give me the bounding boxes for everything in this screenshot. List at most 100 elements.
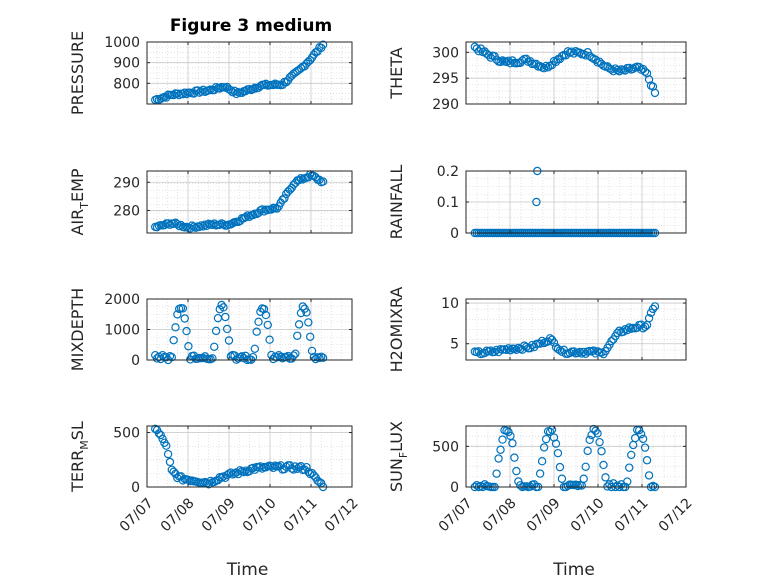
data-point [267,205,276,214]
y-tick-label: 0 [450,480,459,496]
y-tick-label: 280 [113,203,140,219]
data-point [486,53,495,62]
y-tick-label: 5 [450,337,459,353]
data-point [510,453,519,462]
data-point [163,449,173,459]
y-label-main: MIXDEPTH [68,288,87,371]
data-point [202,221,212,230]
data-point [171,323,180,332]
y-label-subscript: F [397,452,410,458]
data-point [512,345,521,355]
data-point [619,327,628,337]
data-point [492,469,501,478]
data-point [272,204,282,213]
data-point [585,435,594,445]
data-point [634,425,644,435]
data-point [627,450,636,460]
data-point [508,439,517,448]
data-point [640,443,650,452]
data-point [563,47,573,56]
data-point [591,349,600,358]
data-point [502,345,511,355]
y-label-tail: LUX [387,421,406,452]
y-axis-label: H2OMIXRA [387,287,406,373]
data-point [557,474,567,483]
y-label-subscript: M [78,440,91,450]
y-axis-label: PRESSURE [68,31,87,115]
data-point [486,346,495,355]
data-point [650,302,660,311]
y-label-tail: EMP [68,168,87,202]
y-tick-label: 290 [113,175,140,191]
data-point [549,338,559,347]
subplot-1: 800 900 1000 PRESSURE [68,31,353,115]
data-point [613,65,622,75]
data-point [518,56,527,65]
axes-box [146,41,353,105]
data-point [644,471,654,480]
data-point [636,429,646,439]
data-point [178,304,188,313]
data-point [506,346,515,355]
data-point [169,467,178,476]
data-point [167,353,177,362]
data-point [291,462,300,471]
minor-grid [466,425,686,488]
data-point [484,51,493,60]
data-point [581,462,590,471]
data-point [516,481,525,490]
data-series [470,42,660,98]
data-point [289,351,298,360]
y-label-main: AIR [68,209,87,236]
data-point [571,480,580,489]
data-point [259,304,269,314]
data-point [472,481,481,490]
y-tick-label: 295 [432,71,459,87]
axes-box [146,170,353,234]
y-tick-label: 10 [441,296,459,312]
data-point [258,464,267,473]
y-label-main: THETA [387,47,406,99]
data-point [208,354,217,363]
data-point [557,51,567,61]
y-axis-label: RAINFALL [387,165,406,240]
data-point [169,335,178,345]
data-point [640,322,650,331]
data-point [232,89,241,99]
y-tick-label: 300 [432,45,459,61]
data-point [293,331,302,340]
data-point [532,197,541,207]
data-point [210,342,219,351]
data-point [158,434,167,444]
data-point [642,456,652,465]
data-point [650,88,660,98]
data-point [597,348,606,357]
data-point [492,345,501,355]
tick-marks [146,171,353,233]
data-point [599,460,608,470]
data-point [228,219,237,228]
data-point [537,457,547,466]
tick-marks [465,170,687,234]
subplot-4: 0 0.1 0.2 RAINFALL [387,164,687,242]
data-point [165,457,175,467]
data-point [318,177,328,186]
data-point [280,194,289,203]
y-tick-label: 0.1 [437,195,459,211]
y-tick-label: 0 [450,226,459,242]
y-tick-label: 500 [113,426,140,442]
data-point [613,328,622,338]
tick-marks [146,41,353,104]
data-point [597,447,606,456]
data-point [248,352,258,362]
y-tick-label: 2000 [104,292,140,308]
data-point [217,300,226,310]
y-tick-label: 900 [113,56,140,72]
data-point [239,467,248,477]
y-label-main: SUN [387,458,406,492]
data-point [318,40,328,49]
data-point [305,332,315,341]
data-point [318,353,328,363]
axes-box [146,425,353,488]
data-point [640,67,650,76]
